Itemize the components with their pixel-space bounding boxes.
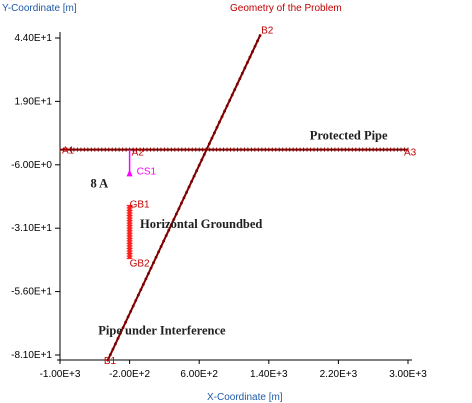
y-tick-label: 1.90E+1 — [14, 96, 52, 107]
annotation-3: Pipe under Interference — [98, 324, 226, 338]
interference-pipe-segment-mark — [187, 185, 191, 189]
interference-pipe-segment-mark — [152, 261, 155, 265]
interference-pipe-segment-mark — [126, 315, 130, 319]
interference-pipe-segment-mark — [162, 239, 166, 243]
x-tick-label: 6.00E+2 — [180, 369, 218, 380]
interference-pipe-segment-mark — [202, 153, 206, 156]
interference-pipe-segment-mark — [119, 331, 122, 335]
interference-pipe-segment-mark — [246, 61, 249, 64]
interference-pipe-segment-mark — [169, 223, 173, 227]
interference-pipe-segment-mark — [106, 358, 110, 362]
interference-pipe-segment-mark — [228, 98, 232, 102]
series-layer — [59, 34, 409, 362]
interference-pipe-segment-mark — [131, 304, 135, 308]
interference-pipe-segment-mark — [210, 136, 214, 140]
x-ticks: -1.00E+3 -2.00E+2 6.00E+2 1.40E+3 2.20E+3 3.0… — [40, 360, 427, 380]
interference-pipe-segment-mark — [225, 104, 229, 108]
point-label-cs1: CS1 — [137, 166, 157, 177]
interference-pipe-segment-mark — [157, 250, 161, 254]
annotation-2: Horizontal Groundbed — [140, 217, 262, 231]
interference-pipe-segment-mark — [251, 50, 254, 54]
interference-pipe-segment-mark — [172, 218, 176, 221]
current-source-marker — [126, 169, 133, 177]
x-tick-label: 3.00E+3 — [389, 369, 427, 380]
chart-title: Geometry of the Problem — [230, 3, 342, 14]
y-tick-label: -5.60E+1 — [11, 287, 52, 298]
interference-pipe-segment-mark — [218, 120, 221, 124]
y-tick-label: -8.10E+1 — [11, 350, 52, 361]
axes — [57, 32, 412, 361]
y-axis-label: Y-Coordinate [m] — [2, 3, 77, 14]
x-tick-label: -1.00E+3 — [40, 369, 81, 380]
interference-pipe-segment-mark — [149, 266, 153, 270]
interference-pipe-segment-mark — [159, 245, 163, 248]
interference-pipe-segment-mark — [207, 142, 211, 146]
interference-pipe-segment-mark — [240, 71, 244, 75]
interference-pipe-segment-mark — [233, 88, 237, 91]
interference-pipe-segment-mark — [258, 34, 262, 37]
interference-pipe-segment-mark — [230, 93, 234, 97]
interference-pipe-segment-mark — [177, 207, 181, 210]
x-axis-label: X-Coordinate [m] — [207, 392, 283, 403]
interference-pipe-segment-mark — [141, 282, 145, 286]
x-tick-label: 2.20E+3 — [320, 369, 358, 380]
annotation-0: Protected Pipe — [310, 128, 388, 142]
point-label-b2: B2 — [261, 25, 274, 36]
interference-pipe-segment-mark — [223, 109, 226, 113]
interference-pipe-segment-mark — [129, 309, 133, 313]
interference-pipe-segment-mark — [205, 147, 209, 151]
interference-pipe-segment-mark — [164, 234, 168, 238]
interference-pipe-segment-mark — [235, 82, 239, 86]
interference-pipe-segment-mark — [215, 126, 219, 129]
y-ticks: 4.40E+1 1.90E+1 -6.00E+0 -3.10E+1 -5.60E+1 -8… — [11, 33, 60, 361]
interference-pipe-segment-mark — [185, 190, 188, 194]
interference-pipe-segment-mark — [213, 131, 216, 135]
interference-pipe-segment-mark — [111, 347, 115, 351]
point-label-gb2: GB2 — [130, 259, 150, 270]
point-label-b1: B1 — [104, 356, 117, 367]
interference-pipe-segment-mark — [180, 201, 183, 205]
interference-pipe-segment-mark — [139, 288, 143, 292]
interference-pipe-segment-mark — [238, 77, 242, 81]
interference-pipe-segment-mark — [121, 326, 125, 330]
interference-pipe-segment-mark — [124, 320, 128, 324]
interference-pipe-segment-mark — [114, 342, 117, 346]
interference-pipe-segment-mark — [108, 353, 112, 357]
interference-pipe-segment-mark — [154, 255, 158, 259]
interference-pipe-segment-mark — [243, 66, 247, 70]
interference-pipe-segment-mark — [174, 212, 178, 216]
interference-pipe-segment-mark — [197, 163, 201, 167]
point-labels: A1 A2 A3 B2 B1 CS1 GB1 GB2 — [62, 25, 417, 367]
interference-pipe-segment-mark — [167, 228, 171, 232]
interference-pipe-segment-mark — [248, 55, 252, 59]
x-tick-label: -2.00E+2 — [109, 369, 150, 380]
interference-pipe-segment-mark — [116, 337, 120, 340]
interference-pipe-segment-mark — [147, 272, 150, 275]
interference-pipe-segment-mark — [134, 299, 138, 302]
y-tick-label: -3.10E+1 — [11, 223, 52, 234]
interference-pipe-segment-mark — [220, 115, 224, 119]
annotations: Protected Pipe 8 A Horizontal Groundbed Pip… — [90, 128, 388, 337]
x-tick-label: 1.40E+3 — [250, 369, 288, 380]
y-tick-label: -6.00E+0 — [11, 160, 52, 171]
interference-pipe-segment-mark — [195, 169, 199, 173]
interference-pipe-segment-mark — [182, 196, 186, 200]
point-label-a3: A3 — [404, 148, 417, 159]
annotation-1: 8 A — [90, 177, 108, 191]
interference-pipe-segment-mark — [256, 39, 259, 43]
interference-pipe-segment-mark — [253, 44, 257, 48]
point-label-a1: A1 — [62, 146, 75, 157]
point-label-gb1: GB1 — [130, 199, 150, 210]
point-label-a2: A2 — [132, 148, 145, 159]
y-tick-label: 4.40E+1 — [14, 33, 52, 44]
interference-pipe-segment-mark — [144, 277, 148, 281]
interference-pipe-segment-mark — [136, 293, 140, 297]
interference-pipe-segment-mark — [190, 180, 193, 183]
interference-pipe-segment-mark — [192, 174, 196, 178]
interference-pipe-segment-mark — [200, 158, 204, 162]
